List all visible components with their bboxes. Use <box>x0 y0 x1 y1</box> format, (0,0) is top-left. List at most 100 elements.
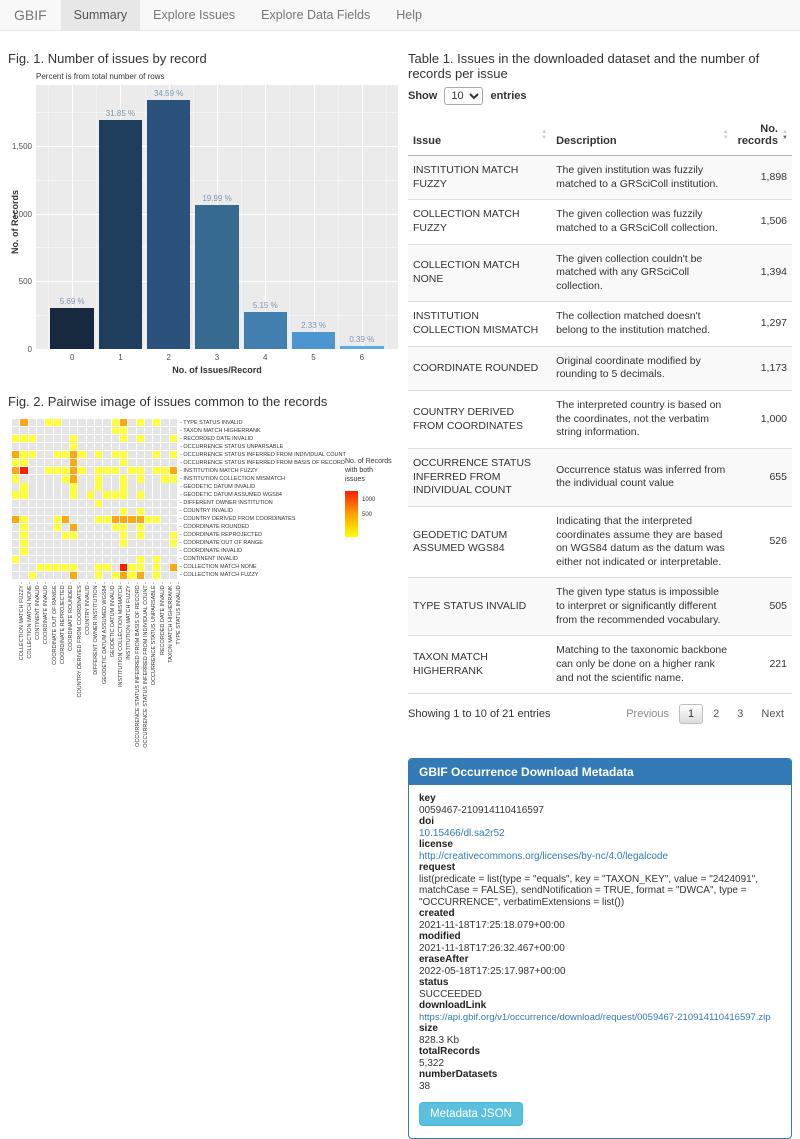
column-header-description[interactable]: Description ▲ ▼ <box>551 115 733 156</box>
heatmap-cell <box>95 571 103 580</box>
heatmap-cell <box>128 523 136 531</box>
heatmap-cell <box>45 427 53 435</box>
heatmap-cell <box>78 531 86 539</box>
heatmap-row-label: - INSTITUTION MATCH FUZZY <box>180 467 258 474</box>
heatmap-cell <box>61 419 70 427</box>
heatmap-row-label: - OCCURRENCE STATUS INFERRED FROM BASIS … <box>180 459 345 466</box>
heatmap-cell <box>153 475 161 483</box>
bar-2 <box>147 99 191 349</box>
metadata-label-eraseAfter: eraseAfter <box>419 954 469 966</box>
heatmap-cell <box>161 571 169 580</box>
heatmap-cell <box>103 491 111 499</box>
heatmap-cell <box>53 459 61 467</box>
heatmap-cell <box>78 435 86 443</box>
issues-table-body: INSTITUTION MATCH FUZZY The given institu… <box>408 155 792 694</box>
metadata-value-doi[interactable]: 10.15466/dl.sa2r52 <box>419 827 505 839</box>
heatmap-cell <box>136 427 144 435</box>
heatmap-cell <box>103 555 111 564</box>
heatmap-col-label: TAXON MATCH HIGHERRANK - <box>167 582 174 663</box>
pagination-next[interactable]: Next <box>761 708 784 721</box>
heatmap-cell <box>161 459 169 467</box>
heatmap-row-label: - CONTINENT INVALID <box>180 556 238 563</box>
heatmap-cell <box>61 547 70 555</box>
navbar-tab-explore-data-fields[interactable]: Explore Data Fields <box>261 8 371 22</box>
navbar-tab-summary[interactable]: Summary <box>60 0 141 30</box>
heatmap-row-label: - COUNTRY DERIVED FROM COORDINATES <box>180 516 296 523</box>
heatmap-cell <box>169 547 178 555</box>
pagination: Previous 1 2 3 Next <box>616 704 792 725</box>
heatmap-cell <box>45 563 53 572</box>
heatmap-cell <box>161 499 169 507</box>
heatmap-cell <box>12 499 20 507</box>
heatmap-cell <box>153 419 161 427</box>
heatmap-cell <box>45 499 53 507</box>
heatmap-cell <box>169 419 178 427</box>
cell-records: 526 <box>769 535 787 548</box>
heatmap-col-label: INSTITUTION COLLECTION MISMATCH - <box>118 582 125 688</box>
cell-description: Occurrence status was inferred from the … <box>556 463 726 490</box>
pagination-page-1[interactable]: 1 <box>679 704 704 725</box>
heatmap-cell <box>111 435 119 443</box>
heatmap-col-label: TYPE STATUS INVALID - <box>176 582 183 645</box>
navbar-tab-explore-issues[interactable]: Explore Issues <box>153 8 236 22</box>
heatmap-colorbar <box>345 491 358 537</box>
heatmap-cell <box>103 443 111 451</box>
heatmap-cell <box>111 451 119 459</box>
heatmap-cell <box>161 515 169 523</box>
heatmap-cell <box>45 491 53 499</box>
heatmap-cell <box>45 443 53 451</box>
heatmap-cell <box>61 451 70 459</box>
heatmap-cell <box>144 563 153 572</box>
heatmap-cell <box>144 435 153 443</box>
heatmap-cell <box>45 483 53 491</box>
heatmap-cell <box>119 555 128 564</box>
heatmap-cell <box>103 531 111 539</box>
heatmap-cell <box>103 427 111 435</box>
metadata-value-license[interactable]: http://creativecommons.org/licenses/by-n… <box>419 850 669 862</box>
bar-value-label: 2.33 % <box>301 321 326 331</box>
heatmap-cell <box>78 507 86 515</box>
heatmap-cell <box>136 467 144 475</box>
heatmap-cell <box>95 467 103 475</box>
heatmap-col-label: COUNTRY INVALID - <box>84 582 91 635</box>
cell-description: The given institution was fuzzily matche… <box>556 164 719 190</box>
heatmap-cell <box>28 467 36 475</box>
heatmap-cell <box>12 531 20 539</box>
cell-issue: OCCURRENCE STATUS INFERRED FROM INDIVIDU… <box>413 456 532 497</box>
heatmap-cell <box>119 547 128 555</box>
pagination-page-2[interactable]: 2 <box>713 708 720 721</box>
navbar-brand[interactable]: GBIF <box>14 7 47 23</box>
metadata-json-button[interactable]: Metadata JSON <box>419 1102 523 1127</box>
column-header-no-records[interactable]: No. records ▲ ▼ <box>732 115 792 156</box>
heatmap-cell <box>61 459 70 467</box>
pagination-page-3[interactable]: 3 <box>737 708 744 721</box>
heatmap-cell <box>111 499 119 507</box>
column-header-issue[interactable]: Issue ▲ ▼ <box>408 115 552 156</box>
metadata-value-downloadLink[interactable]: https://api.gbif.org/v1/occurrence/downl… <box>419 1011 771 1023</box>
metadata-panel-body: key 0059467-210914110416597 doi 10.15466/dl… <box>409 785 791 1138</box>
heatmap-cell <box>153 427 161 435</box>
heatmap-cell <box>12 443 20 451</box>
heatmap-cell <box>20 467 28 475</box>
heatmap-cell <box>28 499 36 507</box>
heatmap-cell <box>136 507 144 515</box>
navbar-tab-help[interactable]: Help <box>396 8 422 22</box>
heatmap-cell <box>144 523 153 531</box>
heatmap-cell <box>153 459 161 467</box>
heatmap-cell <box>128 483 136 491</box>
x-axis-tick: 3 <box>214 353 220 362</box>
heatmap-cell <box>103 515 111 523</box>
heatmap-cell <box>36 563 45 572</box>
page-size-select[interactable]: 10 <box>444 87 484 105</box>
heatmap-cell <box>78 427 86 435</box>
heatmap-cell <box>103 419 111 427</box>
heatmap-cell <box>12 563 20 572</box>
metadata-label-request: request <box>419 862 456 874</box>
heatmap-cell <box>86 523 95 531</box>
pagination-previous[interactable]: Previous <box>626 708 669 721</box>
heatmap-cell <box>45 555 53 564</box>
heatmap-cell <box>128 571 136 580</box>
cell-issue: COORDINATE ROUNDED <box>413 361 539 374</box>
heatmap-cell <box>119 427 128 435</box>
cell-issue: TAXON MATCH HIGHERRANK <box>413 651 488 677</box>
